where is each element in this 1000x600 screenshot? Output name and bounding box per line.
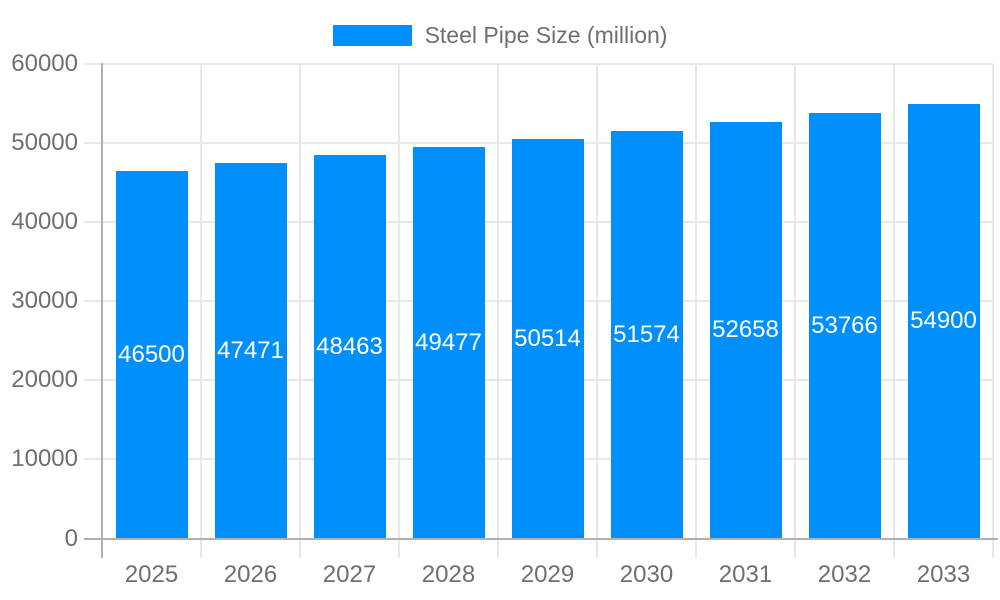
bar-value-label: 51574	[613, 320, 680, 348]
y-tick-label: 60000	[11, 50, 78, 77]
bar-value-label: 46500	[118, 340, 185, 368]
x-tick-label: 2025	[124, 561, 179, 588]
x-axis-line	[84, 538, 998, 540]
bar-value-label: 47471	[217, 336, 284, 364]
bar[interactable]: 46500	[115, 170, 188, 539]
bar-value-label: 50514	[514, 324, 581, 352]
x-gridline	[794, 64, 796, 558]
x-tick-label: 2033	[916, 561, 971, 588]
bar-value-label: 53766	[811, 311, 878, 339]
bar[interactable]: 50514	[511, 139, 584, 539]
bar[interactable]: 48463	[313, 155, 386, 539]
x-gridline	[299, 64, 301, 558]
y-axis-line	[101, 63, 103, 558]
x-gridline	[893, 64, 895, 558]
x-gridline	[497, 64, 499, 558]
bar-value-label: 48463	[316, 332, 383, 360]
legend[interactable]: Steel Pipe Size (million)	[0, 22, 1000, 48]
bar-value-label: 54900	[910, 307, 977, 335]
bar[interactable]: 51574	[610, 130, 683, 539]
x-tick-label: 2032	[817, 561, 872, 588]
x-gridline	[695, 64, 697, 558]
x-gridline	[200, 64, 202, 558]
y-gridline	[84, 63, 993, 65]
x-tick-label: 2026	[223, 561, 278, 588]
bar-value-label: 49477	[415, 328, 482, 356]
y-tick-label: 0	[64, 524, 78, 552]
y-tick-label: 10000	[11, 445, 78, 473]
y-tick-label: 40000	[11, 208, 78, 236]
y-tick-label: 30000	[11, 287, 78, 315]
bar[interactable]: 47471	[214, 163, 287, 539]
bar[interactable]: 49477	[412, 147, 485, 539]
x-tick-label: 2027	[322, 561, 377, 588]
x-tick-label: 2031	[718, 561, 773, 588]
x-gridline	[596, 64, 598, 558]
bar[interactable]: 54900	[907, 104, 980, 539]
x-tick-label: 2029	[520, 561, 575, 588]
bar[interactable]: 53766	[808, 113, 881, 539]
x-gridline	[398, 64, 400, 558]
y-tick-label: 50000	[11, 129, 78, 157]
legend-marker	[332, 24, 412, 46]
bar-value-label: 52658	[712, 316, 779, 344]
legend-label: Steel Pipe Size (million)	[424, 22, 668, 48]
y-tick-label: 20000	[11, 366, 78, 394]
bar[interactable]: 52658	[709, 122, 782, 539]
x-gridline	[992, 64, 994, 558]
x-tick-label: 2028	[421, 561, 476, 588]
x-tick-label: 2030	[619, 561, 674, 588]
